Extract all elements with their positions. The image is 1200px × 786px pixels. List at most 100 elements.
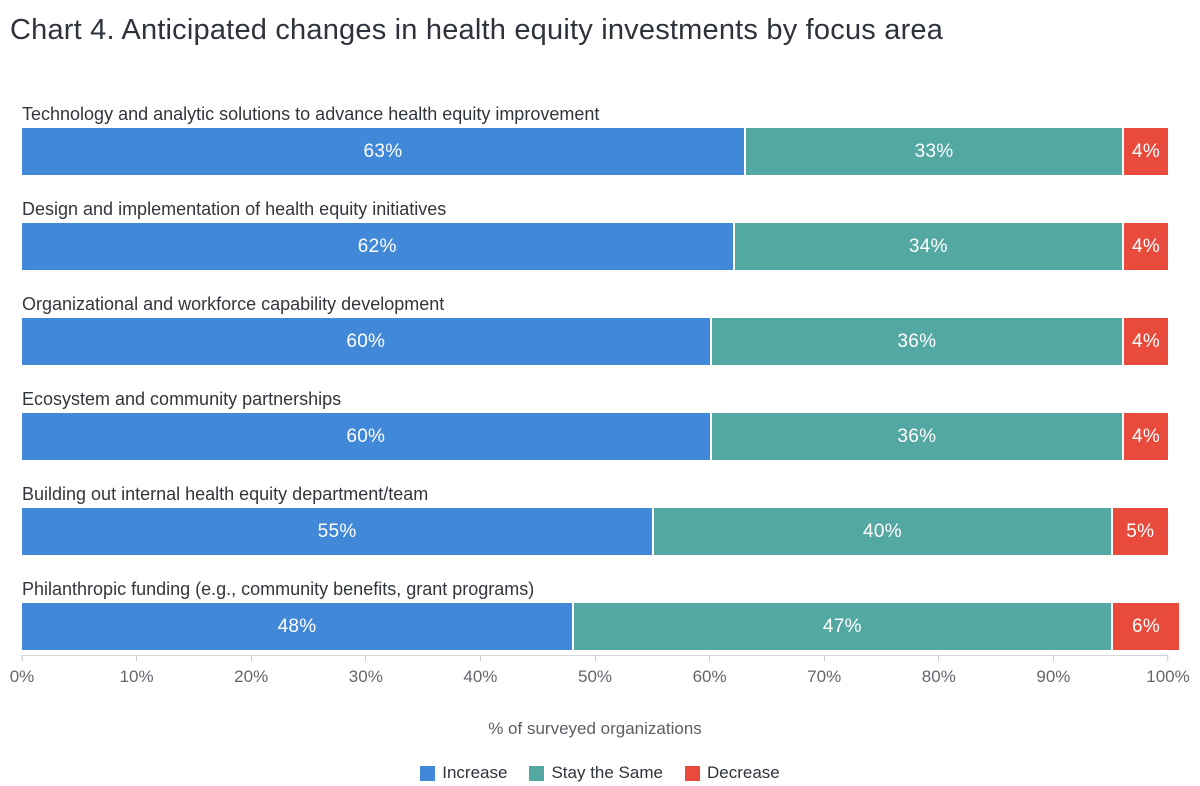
stacked-bar: 60% 36% 4% — [22, 413, 1168, 460]
chart-row: Design and implementation of health equi… — [22, 198, 1168, 270]
tick-mark — [21, 655, 23, 661]
stacked-bar: 60% 36% 4% — [22, 318, 1168, 365]
stacked-bar: 63% 33% 4% — [22, 128, 1168, 175]
category-label: Ecosystem and community partnerships — [22, 389, 342, 409]
x-axis-tick: 50% — [578, 655, 612, 687]
category-label: Design and implementation of health equi… — [22, 199, 447, 219]
chart-title: Chart 4. Anticipated changes in health e… — [10, 14, 944, 46]
tick-mark — [823, 655, 825, 661]
bar-segment-increase: 62% — [22, 223, 733, 270]
chart-row: Organizational and workforce capability … — [22, 293, 1168, 365]
bar-segment-decrease: 4% — [1122, 413, 1168, 460]
x-axis-title: % of surveyed organizations — [488, 719, 702, 738]
bar-segment-increase: 60% — [22, 413, 710, 460]
bar-segment-stay-the-same: 36% — [709, 413, 1123, 460]
tick-mark — [136, 655, 138, 661]
category-label: Building out internal health equity depa… — [22, 484, 429, 504]
bar-segment-increase: 55% — [22, 508, 653, 555]
x-axis-tick: 40% — [463, 655, 497, 687]
x-axis-tick: 20% — [234, 655, 268, 687]
legend-label: Decrease — [706, 763, 780, 782]
plot-area: Technology and analytic solutions to adv… — [22, 103, 1180, 650]
tick-label: 20% — [234, 667, 269, 686]
x-axis: 0% 10% 20% 30% 40% 50% 60% 70% 80% 90% 100% — [10, 655, 1190, 705]
tick-mark — [938, 655, 940, 661]
bar-segment-stay-the-same: 47% — [572, 603, 1111, 650]
bar-segment-stay-the-same: 36% — [709, 318, 1123, 365]
legend-item: Stay the Same — [529, 763, 663, 783]
stacked-bar: 62% 34% 4% — [22, 223, 1168, 270]
category-label: Technology and analytic solutions to adv… — [22, 104, 600, 124]
value-label: 6% — [1132, 615, 1161, 637]
category-label: Philanthropic funding (e.g., community b… — [22, 579, 535, 599]
value-label: 63% — [363, 140, 403, 162]
tick-mark — [479, 655, 481, 661]
value-label: 47% — [822, 615, 862, 637]
chart-row: Philanthropic funding (e.g., community b… — [22, 578, 1180, 650]
legend-swatch — [420, 765, 436, 781]
bar-segment-increase: 48% — [22, 603, 573, 650]
tick-label: 100% — [1146, 667, 1190, 686]
stacked-bar: 48% 47% 6% — [22, 603, 1180, 650]
value-label: 36% — [897, 425, 937, 447]
value-label: 36% — [897, 330, 937, 352]
x-axis-tick: 10% — [120, 655, 154, 687]
bar-segment-decrease: 6% — [1110, 603, 1180, 650]
bar-segment-increase: 63% — [22, 128, 744, 175]
legend: Increase Stay the Same Decrease — [0, 763, 1200, 783]
value-label: 48% — [277, 615, 317, 637]
x-axis-tick: 90% — [1036, 655, 1070, 687]
tick-label: 60% — [692, 667, 727, 686]
tick-label: 70% — [807, 667, 842, 686]
legend-label: Increase — [442, 763, 508, 782]
tick-mark — [1167, 655, 1169, 661]
bar-segment-stay-the-same: 40% — [652, 508, 1111, 555]
tick-mark — [250, 655, 252, 661]
chart-row: Technology and analytic solutions to adv… — [22, 103, 1168, 175]
value-label: 4% — [1132, 235, 1161, 257]
value-label: 55% — [317, 520, 357, 542]
value-label: 33% — [914, 140, 954, 162]
legend-item: Increase — [420, 763, 507, 783]
value-label: 40% — [863, 520, 902, 542]
value-label: 5% — [1126, 520, 1155, 542]
legend-label: Stay the Same — [551, 763, 663, 782]
value-label: 4% — [1132, 425, 1161, 447]
bar-segment-decrease: 4% — [1122, 318, 1168, 365]
bar-segment-decrease: 4% — [1122, 128, 1168, 175]
bar-segment-increase: 60% — [22, 318, 710, 365]
tick-label: 50% — [577, 667, 613, 686]
category-label: Organizational and workforce capability … — [22, 294, 445, 314]
x-axis-tick: 0% — [9, 655, 35, 687]
x-axis-tick: 30% — [349, 655, 383, 687]
tick-label: 80% — [921, 667, 956, 686]
x-axis-title-wrap: % of surveyed organizations — [22, 719, 1168, 739]
value-label: 4% — [1132, 140, 1161, 162]
tick-label: 0% — [9, 667, 35, 686]
chart-row: Building out internal health equity depa… — [22, 483, 1168, 555]
value-label: 34% — [908, 235, 948, 257]
bar-segment-decrease: 5% — [1110, 508, 1168, 555]
value-label: 60% — [346, 330, 386, 352]
value-label: 62% — [357, 235, 397, 257]
legend-swatch — [529, 765, 545, 781]
bar-segment-stay-the-same: 33% — [743, 128, 1123, 175]
value-label: 60% — [346, 425, 386, 447]
tick-label: 10% — [119, 667, 154, 686]
x-axis-tick: 80% — [922, 655, 956, 687]
x-axis-tick: 100% — [1146, 655, 1190, 687]
x-axis-tick: 60% — [693, 655, 727, 687]
bar-segment-stay-the-same: 34% — [732, 223, 1123, 270]
tick-label: 40% — [463, 667, 498, 686]
stacked-bar: 55% 40% 5% — [22, 508, 1168, 555]
tick-label: 30% — [348, 667, 383, 686]
x-axis-tick: 70% — [807, 655, 841, 687]
tick-mark — [365, 655, 367, 661]
bar-segment-decrease: 4% — [1122, 223, 1168, 270]
legend-swatch — [684, 765, 700, 781]
tick-label: 90% — [1036, 667, 1071, 686]
legend-item: Decrease — [684, 763, 780, 783]
tick-mark — [709, 655, 711, 661]
chart-row: Ecosystem and community partnerships 60% 3… — [22, 388, 1168, 460]
